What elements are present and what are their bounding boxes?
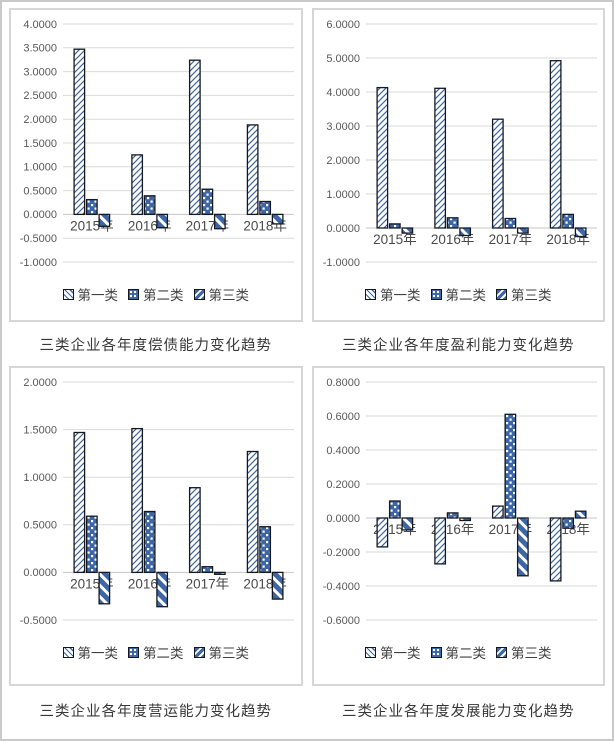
svg-text:0.6000: 0.6000 <box>326 411 360 423</box>
chart-legend: 第一类 第二类 第三类 <box>365 284 552 304</box>
svg-text:0.0000: 0.0000 <box>24 567 58 579</box>
legend-swatch-diagonal <box>365 288 376 300</box>
chart-legend: 第一类 第二类 第三类 <box>62 642 250 662</box>
bar-chart-solvency: 4.0000 3.5000 3.0000 2.5000 2.0000 1.5000 1.00… <box>13 14 298 276</box>
legend-item: 第三类 <box>496 284 552 304</box>
chart-cell-profitability: 6.0000 5.0000 4.0000 3.0000 2.0000 1.0000 0.00… <box>311 8 605 366</box>
legend-item: 第一类 <box>62 642 119 662</box>
chart-caption-solvency: 三类企业各年度偿债能力变化趋势 <box>39 337 272 354</box>
svg-text:6.0000: 6.0000 <box>326 19 360 31</box>
legend-label: 第二类 <box>143 646 184 662</box>
svg-text:-0.5000: -0.5000 <box>20 615 57 627</box>
legend-label: 第二类 <box>445 288 487 304</box>
svg-text:2.0000: 2.0000 <box>24 114 58 126</box>
svg-text:-0.5000: -0.5000 <box>20 233 57 245</box>
legend-item: 第二类 <box>128 284 184 304</box>
svg-text:4.0000: 4.0000 <box>24 19 58 31</box>
svg-text:5.0000: 5.0000 <box>326 53 360 65</box>
svg-text:2017年: 2017年 <box>488 232 532 247</box>
legend-item: 第三类 <box>496 642 552 662</box>
svg-text:0.5000: 0.5000 <box>24 185 58 197</box>
legend-label: 第三类 <box>511 288 552 304</box>
legend-swatch-stripes <box>496 646 507 658</box>
svg-text:-0.6000: -0.6000 <box>322 615 359 627</box>
legend-swatch-dots <box>128 288 139 300</box>
svg-text:1.5000: 1.5000 <box>24 138 58 150</box>
legend-item: 第一类 <box>365 642 421 662</box>
legend-item: 第二类 <box>430 642 487 662</box>
svg-text:0.5000: 0.5000 <box>24 520 58 532</box>
legend-label: 第三类 <box>511 646 552 662</box>
chart-box-profitability: 6.0000 5.0000 4.0000 3.0000 2.0000 1.0000 0.00… <box>311 8 605 322</box>
svg-text:3.0000: 3.0000 <box>326 121 360 133</box>
svg-text:1.0000: 1.0000 <box>326 189 360 201</box>
legend-label: 第三类 <box>208 288 250 304</box>
svg-text:0.0000: 0.0000 <box>326 513 360 525</box>
legend-item: 第一类 <box>365 284 421 304</box>
svg-text:0.8000: 0.8000 <box>326 377 360 389</box>
svg-text:1.0000: 1.0000 <box>24 472 58 484</box>
svg-text:1.0000: 1.0000 <box>24 162 58 174</box>
svg-text:0.2000: 0.2000 <box>326 479 360 491</box>
svg-text:0.4000: 0.4000 <box>326 445 360 457</box>
svg-text:-1.0000: -1.0000 <box>20 257 57 269</box>
svg-text:-0.2000: -0.2000 <box>322 547 359 559</box>
chart-caption-operating: 三类企业各年度营运能力变化趋势 <box>39 704 272 720</box>
chart-box-operating: 2.0000 1.5000 1.0000 0.5000 0.0000 -0.5000 201… <box>9 366 303 686</box>
bar-chart-profitability: 6.0000 5.0000 4.0000 3.0000 2.0000 1.0000 0.00… <box>316 14 601 276</box>
svg-text:-1.0000: -1.0000 <box>322 257 359 269</box>
legend-label: 第二类 <box>143 288 184 304</box>
svg-text:3.0000: 3.0000 <box>24 66 58 78</box>
legend-item: 第一类 <box>62 284 119 304</box>
legend-item: 第三类 <box>193 642 250 662</box>
svg-text:2017年: 2017年 <box>186 576 230 591</box>
legend-item: 第二类 <box>128 642 184 662</box>
legend-label: 第二类 <box>445 646 487 662</box>
legend-swatch-stripes <box>496 288 507 300</box>
svg-text:2.0000: 2.0000 <box>24 377 58 389</box>
legend-swatch-stripes <box>193 288 205 300</box>
legend-swatch-diagonal <box>62 646 74 658</box>
svg-text:4.0000: 4.0000 <box>326 87 360 99</box>
svg-text:3.5000: 3.5000 <box>24 43 58 55</box>
legend-label: 第一类 <box>380 646 421 662</box>
legend-swatch-dots <box>430 288 442 300</box>
svg-text:2.5000: 2.5000 <box>24 90 58 102</box>
bar-chart-operating: 2.0000 1.5000 1.0000 0.5000 0.0000 -0.5000 201… <box>13 372 298 634</box>
legend-label: 第一类 <box>380 288 421 304</box>
legend-swatch-dots <box>128 646 139 658</box>
chart-cell-solvency: 4.0000 3.5000 3.0000 2.5000 2.0000 1.5000 1.00… <box>9 8 303 366</box>
svg-text:-0.4000: -0.4000 <box>322 581 359 593</box>
svg-text:0.0000: 0.0000 <box>24 209 58 221</box>
legend-label: 第一类 <box>77 288 119 304</box>
chart-box-development: 0.8000 0.6000 0.4000 0.2000 0.0000 -0.2000 -0.… <box>311 366 605 686</box>
legend-swatch-diagonal <box>365 646 376 658</box>
chart-caption-profitability: 三类企业各年度盈利能力变化趋势 <box>342 337 575 354</box>
svg-text:2015年: 2015年 <box>373 232 417 247</box>
svg-text:2.0000: 2.0000 <box>326 155 360 167</box>
legend-swatch-stripes <box>193 646 205 658</box>
svg-text:1.5000: 1.5000 <box>24 424 58 436</box>
legend-item: 第二类 <box>430 284 487 304</box>
legend-swatch-dots <box>430 646 442 658</box>
chart-cell-development: 0.8000 0.6000 0.4000 0.2000 0.0000 -0.2000 -0.… <box>311 366 605 735</box>
svg-text:0.0000: 0.0000 <box>326 223 360 235</box>
chart-legend: 第一类 第二类 第三类 <box>365 642 552 662</box>
chart-box-solvency: 4.0000 3.5000 3.0000 2.5000 2.0000 1.5000 1.00… <box>9 8 303 322</box>
bar-chart-development: 0.8000 0.6000 0.4000 0.2000 0.0000 -0.2000 -0.… <box>316 372 601 634</box>
chart-cell-operating: 2.0000 1.5000 1.0000 0.5000 0.0000 -0.5000 201… <box>9 366 303 735</box>
legend-label: 第一类 <box>77 646 119 662</box>
legend-item: 第三类 <box>193 284 250 304</box>
chart-caption-development: 三类企业各年度发展能力变化趋势 <box>342 704 575 720</box>
chart-legend: 第一类 第二类 第三类 <box>62 284 250 304</box>
legend-label: 第三类 <box>208 646 250 662</box>
legend-swatch-diagonal <box>62 288 74 300</box>
